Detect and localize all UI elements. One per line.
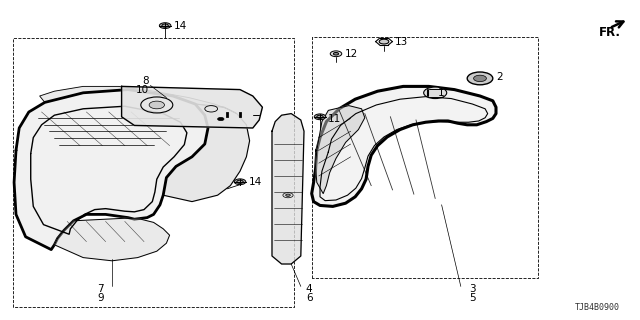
Text: 8: 8 bbox=[142, 76, 148, 86]
Text: 4: 4 bbox=[306, 284, 312, 294]
Polygon shape bbox=[163, 104, 250, 202]
Text: 9: 9 bbox=[97, 293, 104, 303]
Polygon shape bbox=[316, 106, 365, 194]
Circle shape bbox=[474, 75, 486, 82]
Circle shape bbox=[149, 101, 164, 109]
Text: TJB4B0900: TJB4B0900 bbox=[575, 303, 620, 312]
Text: 11: 11 bbox=[328, 114, 341, 124]
Text: 5: 5 bbox=[469, 293, 476, 303]
Circle shape bbox=[234, 179, 246, 185]
Circle shape bbox=[283, 193, 293, 198]
Text: 14: 14 bbox=[248, 177, 262, 188]
Circle shape bbox=[285, 194, 291, 196]
Polygon shape bbox=[54, 218, 170, 261]
Text: 10: 10 bbox=[135, 85, 148, 95]
Circle shape bbox=[424, 87, 447, 99]
Circle shape bbox=[159, 23, 171, 28]
Text: 1: 1 bbox=[438, 88, 445, 98]
Circle shape bbox=[314, 114, 326, 120]
Text: 13: 13 bbox=[395, 36, 408, 47]
Text: 12: 12 bbox=[344, 49, 358, 59]
Polygon shape bbox=[40, 86, 237, 114]
Circle shape bbox=[379, 39, 389, 44]
Polygon shape bbox=[122, 86, 262, 128]
Circle shape bbox=[218, 117, 224, 121]
Polygon shape bbox=[272, 114, 304, 264]
Text: 6: 6 bbox=[306, 293, 312, 303]
Text: 3: 3 bbox=[469, 284, 476, 294]
Polygon shape bbox=[14, 90, 208, 250]
Text: 7: 7 bbox=[97, 284, 104, 294]
Circle shape bbox=[467, 72, 493, 85]
Text: 2: 2 bbox=[496, 72, 502, 83]
Text: 14: 14 bbox=[174, 20, 188, 31]
Circle shape bbox=[333, 52, 339, 55]
Text: FR.: FR. bbox=[599, 26, 621, 38]
Circle shape bbox=[330, 51, 342, 57]
Polygon shape bbox=[312, 86, 496, 206]
